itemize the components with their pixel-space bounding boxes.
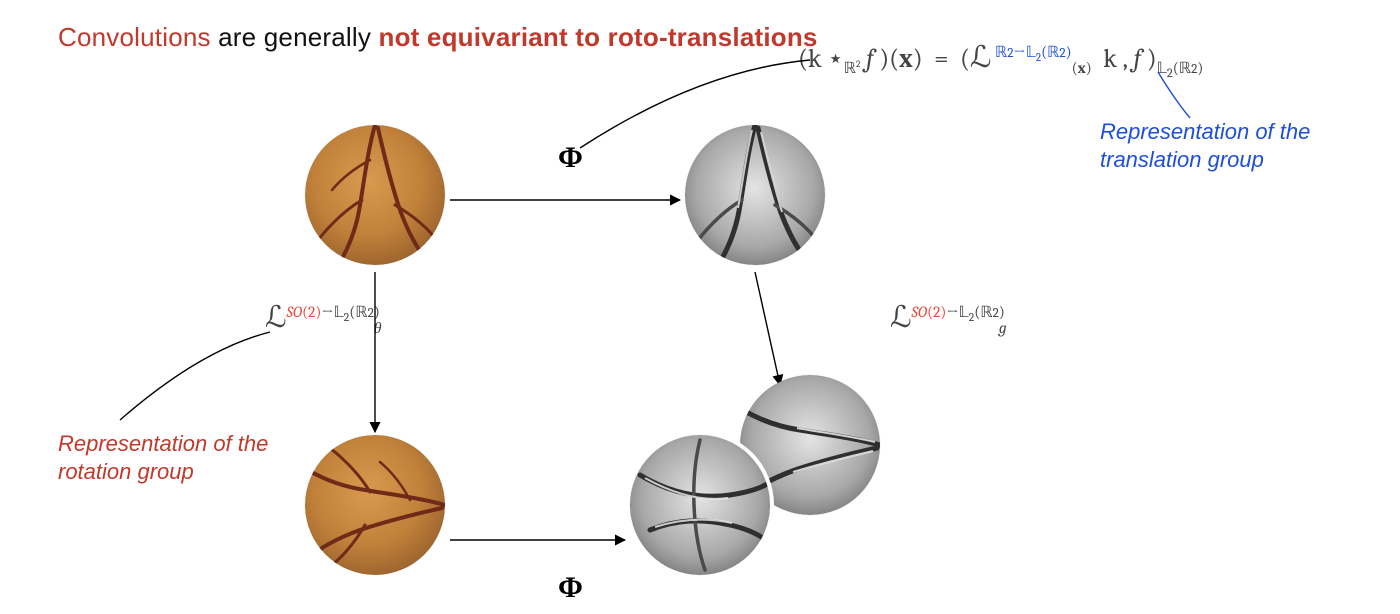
- curve-to-translation-caption: [1158, 72, 1190, 118]
- gray-disc-bottom-left: [630, 435, 770, 575]
- curve-to-rotation-caption: [120, 332, 270, 420]
- retina-disc-top: [305, 125, 445, 265]
- diagram-svg: [0, 0, 1400, 614]
- arrow-right-vertical: [755, 272, 780, 385]
- retina-disc-bottom: [305, 435, 445, 575]
- gray-disc-top: [685, 125, 825, 265]
